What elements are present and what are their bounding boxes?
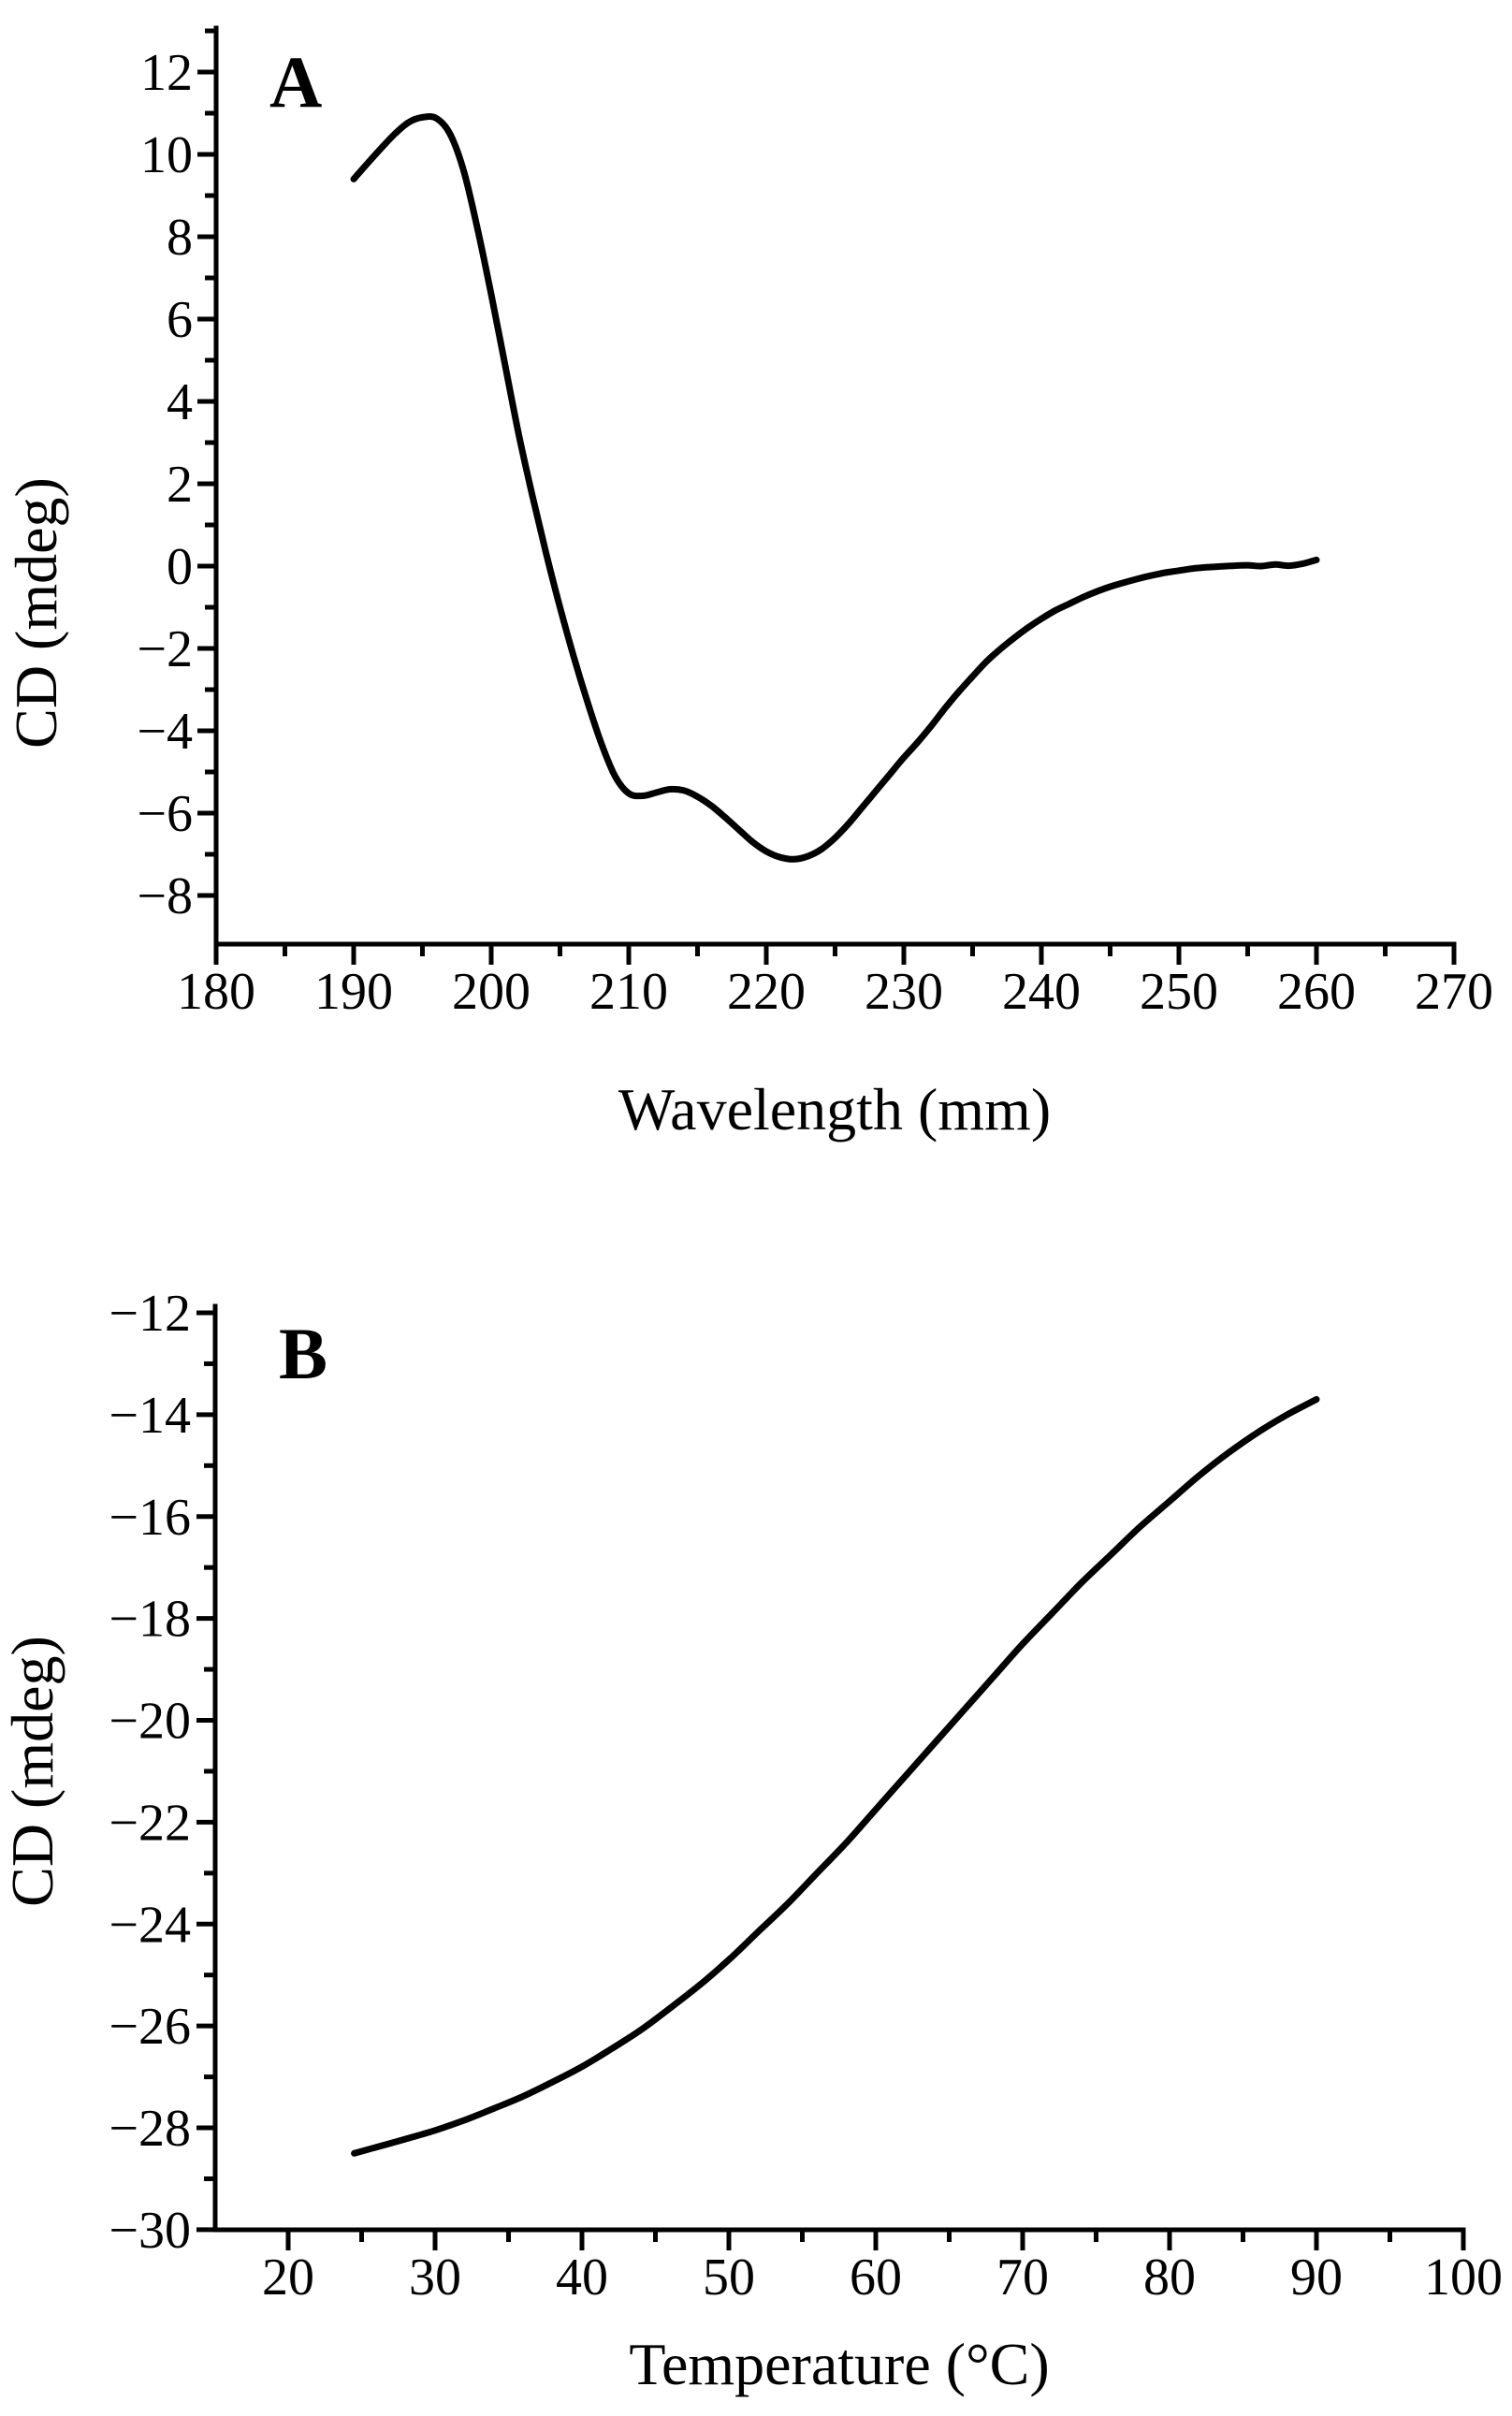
y-tick-label: −12	[109, 1285, 191, 1343]
x-tick-label: 100	[1424, 2249, 1503, 2307]
y-tick-label: −4	[137, 703, 193, 761]
x-tick-label: 260	[1277, 963, 1356, 1021]
y-axis-title: CD (mdeg)	[3, 477, 69, 749]
x-tick-label: 20	[262, 2249, 314, 2307]
y-tick-label: −28	[109, 2100, 191, 2158]
x-tick-label: 210	[589, 963, 668, 1021]
x-tick-label: 40	[556, 2249, 608, 2307]
x-tick-label: 250	[1140, 963, 1218, 1021]
panel-b: 20 30 40 50 60 70 80 90 100 −30 −28 −26 −24 −22 −20 −18…	[0, 1285, 1503, 2397]
x-tick-label: 240	[1002, 963, 1081, 1021]
y-tick-label: 0	[167, 538, 193, 596]
y-tick-label: 4	[167, 373, 193, 431]
x-tick-label: 60	[850, 2249, 902, 2307]
x-tick-label: 80	[1143, 2249, 1196, 2307]
y-tick-label: −30	[109, 2202, 191, 2260]
x-tick-label: 200	[452, 963, 531, 1021]
y-tick-label: −22	[109, 1794, 191, 1852]
x-axis-title: Temperature (°C)	[629, 2331, 1049, 2397]
x-tick-label: 90	[1290, 2249, 1343, 2307]
y-tick-label: −26	[109, 1998, 191, 2056]
y-tick-label: 10	[140, 126, 193, 184]
x-tick-label: 190	[314, 963, 393, 1021]
y-tick-label: 6	[167, 291, 193, 349]
y-tick-label: −14	[109, 1387, 191, 1445]
x-tick-label: 50	[703, 2249, 755, 2307]
y-axis-title: CD (mdeg)	[0, 1636, 65, 1907]
x-tick-label: 230	[865, 963, 943, 1021]
x-tick-label: 30	[409, 2249, 461, 2307]
panel-a: 180 190 200 210 220 230 240 250 260 270−8−6−4−202…	[3, 25, 1493, 1143]
y-tick-label: −6	[137, 785, 193, 843]
data-curve	[351, 1396, 1320, 2157]
y-tick-label: 8	[167, 209, 193, 267]
x-tick-label: 180	[177, 963, 255, 1021]
y-tick-label: −24	[109, 1896, 191, 1954]
y-tick-label: 2	[167, 456, 193, 514]
x-axis-title: Wavelength (mm)	[618, 1076, 1051, 1143]
y-tick-label: 12	[140, 44, 193, 102]
panel-letter: B	[279, 1313, 327, 1394]
y-tick-label: −16	[109, 1489, 191, 1547]
y-tick-label: −2	[137, 620, 193, 678]
x-tick-label: 270	[1415, 963, 1493, 1021]
panel-letter: A	[269, 41, 322, 123]
y-tick-label: −20	[109, 1693, 191, 1751]
y-tick-label: −18	[109, 1591, 191, 1649]
x-tick-label: 70	[996, 2249, 1049, 2307]
data-curve	[350, 112, 1320, 863]
y-tick-label: −8	[137, 867, 193, 925]
x-tick-label: 220	[727, 963, 806, 1021]
